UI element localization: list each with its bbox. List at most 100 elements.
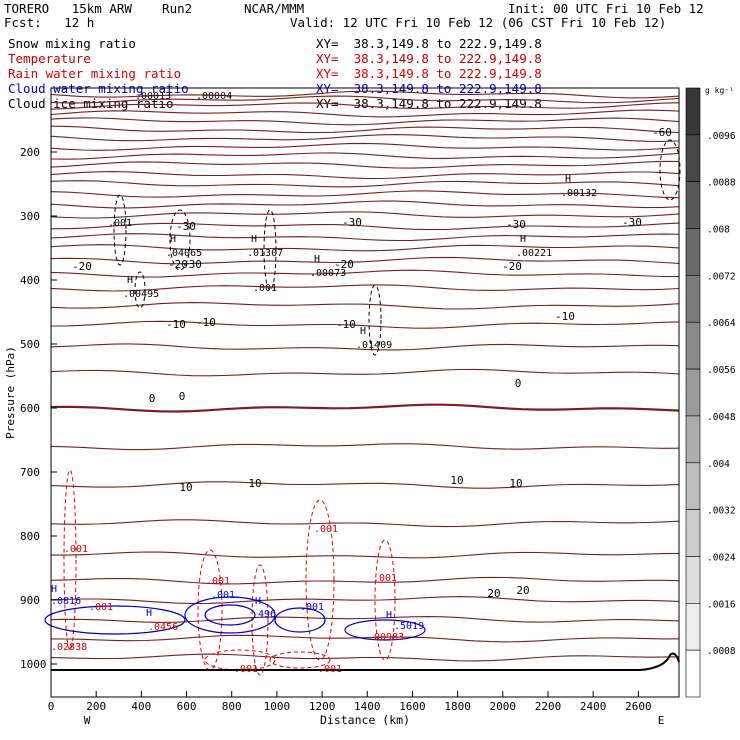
x-tick-label: 1400 bbox=[354, 700, 381, 713]
temperature-label: -10 bbox=[336, 318, 356, 331]
temperature-contour bbox=[50, 152, 680, 160]
rain-contour bbox=[197, 549, 223, 671]
temperature-label: -30 bbox=[182, 258, 202, 271]
colorbar-segment bbox=[685, 321, 701, 370]
x-tick-label: 1600 bbox=[399, 700, 426, 713]
field-name-rain: Rain water mixing ratio bbox=[8, 66, 182, 81]
y-tick-label: 1000 bbox=[20, 658, 47, 671]
colorbar-tick-label: .0088 bbox=[707, 178, 736, 189]
rain-contour bbox=[63, 469, 77, 651]
cloud-water-contour bbox=[344, 619, 426, 641]
model-title: TORERO 15km ARW Run2 bbox=[4, 1, 193, 16]
cloud-label: 496 bbox=[258, 609, 276, 620]
colorbar-segment bbox=[685, 181, 701, 229]
rain-contour bbox=[305, 499, 335, 661]
temperature-contour bbox=[50, 190, 680, 199]
cloud-label: .001 bbox=[300, 602, 324, 613]
snow-contour bbox=[169, 209, 191, 271]
rain-label: .001 bbox=[89, 602, 113, 613]
cloud-label: H bbox=[255, 596, 261, 607]
colorbar-segment bbox=[685, 134, 701, 182]
y-tick-label: 200 bbox=[20, 146, 40, 159]
temperature-contour bbox=[50, 519, 680, 528]
temperature-contour bbox=[50, 616, 680, 623]
x-tick-label: 1000 bbox=[264, 700, 291, 713]
colorbar-segment bbox=[685, 556, 701, 604]
colorbar-tick-label: .004 bbox=[707, 459, 730, 470]
temperature-label: 10 bbox=[179, 481, 192, 494]
rain-label: .001 bbox=[64, 544, 88, 555]
valid-time: Valid: 12 UTC Fri 10 Feb 12 (06 CST Fri … bbox=[290, 15, 667, 30]
max-marker: H bbox=[360, 326, 366, 337]
rain-label: .00983 bbox=[368, 632, 404, 643]
x-axis-label: Distance (km) bbox=[320, 713, 410, 727]
colorbar-tick-label: .0064 bbox=[707, 318, 736, 329]
temperature-label: -30 bbox=[342, 216, 362, 229]
rain-contour bbox=[374, 539, 396, 661]
max-value: .00132 bbox=[561, 188, 597, 199]
forecast-hour: Fcst: 12 h bbox=[4, 15, 95, 30]
cloud-label: H bbox=[386, 610, 392, 621]
colorbar-segment bbox=[685, 368, 701, 417]
snow-contour bbox=[134, 271, 146, 309]
max-value: .00495 bbox=[123, 289, 159, 300]
ice-label: .001 bbox=[253, 283, 277, 294]
temperature-label: -10 bbox=[196, 316, 216, 329]
temperature-contour bbox=[50, 343, 680, 351]
rain-label: .02838 bbox=[51, 642, 87, 653]
ice-label: .00013 bbox=[135, 91, 171, 102]
field-name-temp: Temperature bbox=[8, 51, 91, 66]
temperature-contour bbox=[50, 596, 680, 605]
temperature-contour bbox=[50, 302, 680, 310]
colorbar-segment bbox=[685, 87, 701, 136]
temperature-contour bbox=[50, 200, 680, 209]
temperature-contour bbox=[50, 634, 680, 643]
temperature-label: 0 bbox=[515, 377, 522, 390]
snow-contour bbox=[113, 194, 127, 266]
temperature-contour bbox=[50, 284, 680, 292]
temperature-contour bbox=[50, 368, 680, 377]
cloud-label: .5019 bbox=[394, 621, 424, 632]
max-value: .04065 bbox=[166, 248, 202, 259]
temperature-contour bbox=[50, 109, 680, 118]
colorbar-segment bbox=[685, 228, 701, 276]
colorbar-tick-label: .0056 bbox=[707, 365, 736, 376]
cloud-label: .0816 bbox=[51, 596, 81, 607]
colorbar-tick-label: .008 bbox=[707, 225, 730, 236]
temperature-contour bbox=[50, 160, 679, 169]
max-marker: H bbox=[565, 174, 571, 185]
cloud-water-contour bbox=[204, 604, 256, 626]
snow-contour bbox=[659, 139, 681, 201]
max-marker: H bbox=[251, 234, 257, 245]
rain-label: .001 bbox=[314, 524, 338, 535]
snow-contour bbox=[263, 209, 277, 291]
max-value: .00221 bbox=[516, 248, 552, 259]
rain-label: .001 bbox=[373, 573, 397, 584]
temperature-contour bbox=[50, 90, 680, 99]
temperature-label: -20 bbox=[502, 260, 522, 273]
y-tick-label: 500 bbox=[20, 338, 40, 351]
x-tick-label: 200 bbox=[86, 700, 106, 713]
max-marker: H bbox=[520, 234, 526, 245]
temperature-contour bbox=[50, 653, 680, 662]
max-value: .01307 bbox=[247, 248, 283, 259]
temperature-contour bbox=[50, 180, 680, 188]
x-tick-label: 2200 bbox=[535, 700, 562, 713]
snow-contour bbox=[368, 284, 382, 356]
temperature-contour bbox=[51, 222, 680, 231]
temperature-label: -60 bbox=[652, 126, 672, 139]
max-value: .01409 bbox=[356, 340, 392, 351]
x-tick-label: 1200 bbox=[309, 700, 336, 713]
colorbar-tick-label: .0024 bbox=[707, 552, 736, 563]
y-tick-label: 400 bbox=[20, 274, 40, 287]
cloud-label: H bbox=[51, 584, 57, 595]
cloud-water-contour bbox=[274, 607, 326, 633]
rain-contour bbox=[251, 564, 269, 676]
temperature-label: 10 bbox=[248, 477, 261, 490]
init-time: Init: 00 UTC Fri 10 Feb 12 bbox=[508, 1, 704, 16]
temperature-contour bbox=[50, 443, 680, 451]
temperature-contour bbox=[50, 171, 680, 180]
colorbar-tick-label: .0016 bbox=[707, 599, 736, 610]
y-tick-label: 600 bbox=[20, 402, 40, 415]
